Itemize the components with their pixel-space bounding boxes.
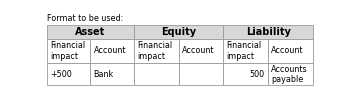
Bar: [178, 39, 223, 63]
Text: Account: Account: [94, 46, 126, 55]
Text: Financial
impact: Financial impact: [137, 41, 172, 61]
Bar: [90, 39, 134, 63]
Bar: [223, 63, 268, 85]
Bar: [134, 25, 223, 39]
Bar: [134, 63, 178, 85]
Text: Financial
impact: Financial impact: [50, 41, 85, 61]
Text: Equity: Equity: [161, 27, 196, 37]
Bar: [268, 39, 313, 63]
Bar: [178, 63, 223, 85]
Text: 500: 500: [250, 70, 265, 79]
Text: Bank: Bank: [94, 70, 114, 79]
Bar: [90, 63, 134, 85]
Bar: [47, 39, 90, 63]
Text: +500: +500: [50, 70, 72, 79]
Text: Asset: Asset: [75, 27, 106, 37]
Bar: [134, 39, 178, 63]
Text: Financial
impact: Financial impact: [226, 41, 262, 61]
Text: Format to be used:: Format to be used:: [47, 14, 123, 23]
Text: Account: Account: [182, 46, 214, 55]
Bar: [223, 39, 268, 63]
Text: Account: Account: [271, 46, 304, 55]
Bar: [268, 63, 313, 85]
Bar: [47, 25, 134, 39]
Text: Accounts
payable: Accounts payable: [271, 65, 308, 84]
Bar: [223, 25, 313, 39]
Text: Liability: Liability: [246, 27, 290, 37]
Bar: [47, 63, 90, 85]
